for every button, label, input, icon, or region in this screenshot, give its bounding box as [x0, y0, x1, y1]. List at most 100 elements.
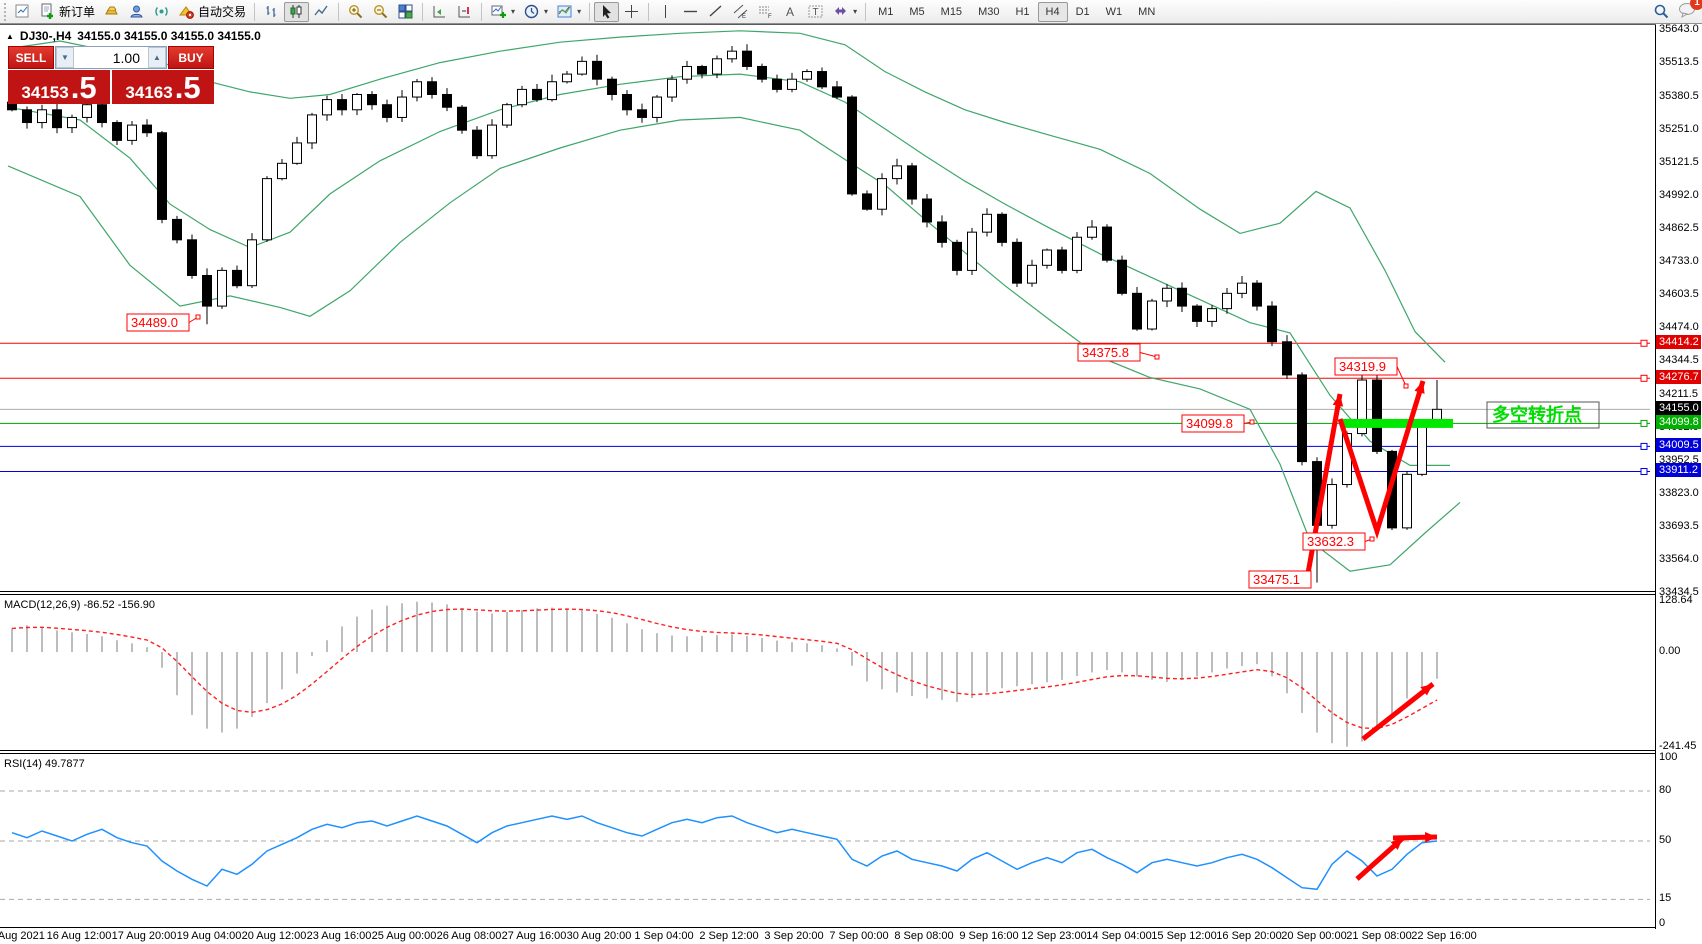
periods-button[interactable]: ▾	[519, 2, 552, 22]
symbols-button[interactable]	[10, 2, 35, 22]
price-axis[interactable]: 35643.0 35513.5 35380.5 35251.0 35121.5 34992…	[1656, 23, 1702, 944]
chart-shift-button[interactable]	[427, 2, 452, 22]
search-icon[interactable]	[1653, 3, 1670, 20]
timeframe-w1-button[interactable]: W1	[1105, 5, 1123, 18]
price-callout-box[interactable]	[1302, 532, 1366, 551]
price-callout-box[interactable]	[1077, 343, 1141, 362]
time-axis-label: 17 Aug 20:00	[111, 930, 177, 942]
level-line-handle[interactable]	[1640, 339, 1648, 347]
add-indicator-button[interactable]: ▾	[486, 2, 519, 22]
volume-increase-button[interactable]: ▲	[148, 47, 166, 68]
template-button[interactable]: ▾	[552, 2, 585, 22]
price-callout-box[interactable]	[1248, 570, 1312, 589]
candle-body	[742, 50, 752, 67]
candle-body	[97, 104, 107, 124]
timeframe-m30-button[interactable]: M30	[978, 5, 1000, 18]
candle-body	[937, 221, 947, 243]
timeframe-h4-button[interactable]: H4	[1037, 1, 1068, 22]
timeframe-mn-button[interactable]: MN	[1138, 5, 1156, 18]
crosshair-button[interactable]	[619, 2, 644, 22]
candle-body	[727, 50, 737, 60]
candle-body	[442, 93, 452, 108]
callout-anchor[interactable]	[1249, 419, 1255, 425]
svg-text:A: A	[786, 5, 794, 19]
gold-icon	[105, 6, 118, 15]
trendline-button[interactable]	[703, 2, 728, 22]
account-button[interactable]	[124, 2, 149, 22]
timeframe-m5-button[interactable]: M5	[909, 5, 925, 18]
callout-anchor[interactable]	[1403, 383, 1409, 389]
toolbar-grip[interactable]	[4, 2, 8, 21]
price-callout-box[interactable]	[126, 313, 190, 332]
sell-button[interactable]: SELL	[8, 46, 54, 69]
timeframe-d1-button[interactable]: D1	[1075, 5, 1090, 18]
price-callout-box[interactable]	[1181, 414, 1245, 433]
level-line-handle[interactable]	[1640, 467, 1648, 475]
tile-windows-button[interactable]	[393, 2, 418, 22]
gold-button[interactable]	[99, 2, 124, 22]
candle-body	[982, 213, 992, 233]
buy-price[interactable]: 34163 .5	[112, 69, 214, 104]
dropdown-caret-icon[interactable]: ▾	[577, 7, 582, 16]
price-callout-box[interactable]	[1334, 357, 1398, 376]
fibonacci-button[interactable]: F	[753, 2, 778, 22]
drawn-arrow[interactable]	[1337, 380, 1426, 540]
auto-scroll-button[interactable]	[452, 2, 477, 22]
time-axis-label: 2 Sep 12:00	[699, 930, 759, 942]
timeframe-m15-button[interactable]: M15	[940, 5, 963, 18]
candle-body	[847, 96, 857, 195]
chart-canvas[interactable]: 34489.0 34375.8 34319.9 34099.8 33632.3 33475…	[0, 25, 1656, 944]
zoom-out-button[interactable]	[368, 2, 393, 22]
time-axis-label: 16 Sep 20:00	[1216, 930, 1282, 942]
horizontal-line-button[interactable]	[678, 2, 703, 22]
text-label-button[interactable]: T	[803, 2, 828, 22]
bar-chart-button[interactable]	[259, 2, 284, 22]
candlestick-chart-button[interactable]	[284, 1, 310, 22]
candle-body	[187, 239, 197, 276]
equidistant-channel-button[interactable]: E	[728, 2, 753, 22]
axis-price-label: 34862.5	[1659, 222, 1699, 234]
vertical-line-button[interactable]	[653, 2, 678, 22]
cursor-button[interactable]	[594, 1, 620, 22]
chart-window[interactable]: 34489.0 34375.8 34319.9 34099.8 33632.3 33475…	[0, 24, 1702, 944]
candle-body	[52, 109, 62, 129]
candle-body	[172, 218, 182, 241]
candle-body	[682, 65, 692, 80]
toolbar-right-group: 1	[1653, 0, 1702, 21]
timeframe-h1-button[interactable]: H1	[1015, 5, 1030, 18]
line-chart-button[interactable]	[309, 2, 334, 22]
dropdown-caret-icon[interactable]: ▾	[544, 7, 549, 16]
candle-body	[1117, 259, 1127, 294]
callout-anchor[interactable]	[195, 314, 201, 320]
arrows-button[interactable]: ▾	[828, 2, 861, 22]
time-axis-label: 9 Sep 16:00	[959, 930, 1019, 942]
annotation-box[interactable]	[1486, 401, 1600, 429]
candle-body	[952, 241, 962, 271]
dropdown-caret-icon[interactable]: ▾	[853, 7, 858, 16]
timeframe-m1-button[interactable]: M1	[878, 5, 894, 18]
volume-decrease-button[interactable]: ▼	[56, 47, 74, 68]
turning-point-zone[interactable]	[1342, 418, 1453, 428]
text-label-icon: T	[808, 5, 823, 18]
auto-trading-button[interactable]: 自动交易	[174, 2, 250, 22]
text-button[interactable]: A	[778, 2, 803, 22]
toolbar-separator	[422, 2, 424, 21]
level-line-handle[interactable]	[1640, 419, 1648, 427]
sell-price[interactable]: 34153 .5	[8, 69, 110, 104]
dropdown-caret-icon[interactable]: ▾	[511, 7, 516, 16]
zoom-in-button[interactable]	[343, 2, 368, 22]
new-order-button[interactable]: 新订单	[35, 2, 99, 22]
drawn-arrow[interactable]	[1361, 682, 1435, 741]
chat-button[interactable]: 1	[1678, 0, 1702, 21]
callout-anchor[interactable]	[1154, 354, 1160, 360]
candle-body	[67, 116, 77, 129]
level-line-handle[interactable]	[1640, 442, 1648, 450]
callout-anchor[interactable]	[1369, 536, 1375, 542]
candle-body	[217, 269, 227, 307]
volume-input[interactable]: 1.00	[112, 49, 140, 66]
level-line-handle[interactable]	[1640, 374, 1648, 382]
signal-button[interactable]	[149, 2, 174, 22]
buy-button[interactable]: BUY	[168, 46, 214, 69]
candle-body	[82, 104, 92, 118]
